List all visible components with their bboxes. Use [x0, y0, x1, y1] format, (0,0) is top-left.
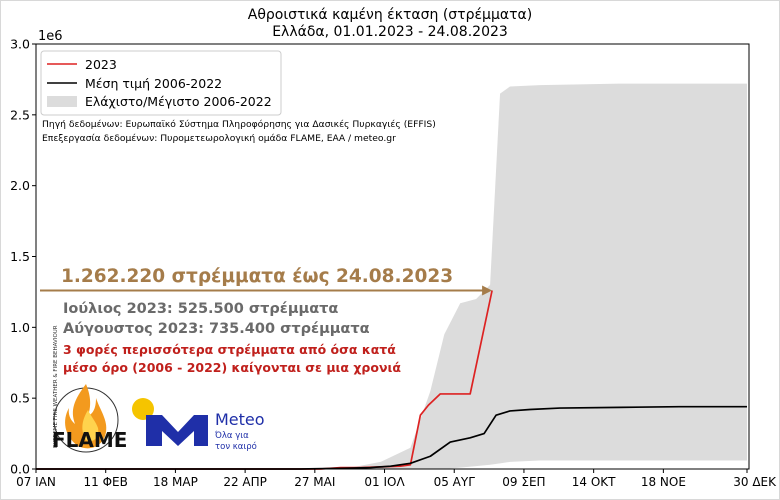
series-line-1: [36, 405, 748, 470]
annotation-july: Ιούλιος 2023: 525.500 στρέμματα: [63, 301, 338, 317]
meteo-logo-tagline-2: τον καιρό: [215, 441, 257, 452]
minmax-band: [36, 83, 748, 470]
y-tick-label: 3.0: [10, 37, 30, 52]
x-tick-label: 22 ΑΠΡ: [223, 475, 267, 489]
annotation-august: Αύγουστος 2023: 735.400 στρέμματα: [63, 321, 370, 337]
legend-label-band: Ελάχιστο/Μέγιστο 2006-2022: [85, 94, 272, 109]
y-tick-label: 1.0: [10, 320, 30, 335]
y-tick-label: 1.5: [10, 249, 30, 264]
annotation-note-2: μέσο όρο (2006 - 2022) καίγονται σε μια …: [63, 360, 401, 375]
meteo-logo-tagline-1: Όλα για: [214, 430, 249, 441]
x-tick-label: 01 ΙΟΛ: [364, 475, 405, 489]
annotation-arrowhead: [482, 285, 493, 296]
x-tick-label: 14 ΟΚΤ: [572, 475, 616, 489]
band-layer: [36, 83, 748, 470]
chart-subtitle: Ελλάδα, 01.01.2023 - 24.08.2023: [272, 24, 508, 40]
flame-logo-text: FLAME: [52, 428, 127, 452]
x-tick-label: 05 ΑΥΓ: [434, 475, 476, 489]
y-multiplier-label: 1e6: [38, 29, 63, 44]
legend-box: [40, 50, 282, 116]
legend-label-mean: Μέση τιμή 2006-2022: [85, 76, 222, 91]
meteo-logo: Meteo Όλα για τον καιρό: [132, 398, 265, 452]
legend-label-2023: 2023: [85, 57, 117, 72]
y-tick-label: 0.5: [10, 391, 30, 406]
annotation-note-1: 3 φορές περισσότερα στρέμματα από όσα κα…: [63, 342, 396, 357]
x-tick-label: 30 ΔΕΚ: [733, 475, 777, 489]
y-ticks: 0.0 0.5 1.0 1.5 2.0 2.5 3.0: [10, 37, 36, 477]
x-tick-label: 07 ΙΑΝ: [16, 475, 56, 489]
flame-logo-ring-text: EXTREME FIRE WEATHER & FIRE BEHAVIOUR: [53, 325, 59, 448]
flame-logo: EXTREME FIRE WEATHER & FIRE BEHAVIOUR FL…: [52, 325, 127, 453]
flame-logo-inner-fire-icon: [82, 410, 99, 442]
annotation-headline: 1.262.220 στρέμματα έως 24.08.2023: [61, 266, 453, 287]
chart-title: Αθροιστικά καμένη έκταση (στρέμματα): [247, 7, 533, 23]
x-tick-label: 09 ΣΕΠ: [502, 475, 545, 489]
x-tick-label: 18 ΝΟΕ: [641, 475, 686, 489]
series-layer: [36, 290, 748, 470]
meteo-sun-icon: [132, 398, 154, 420]
source-line-2: Επεξεργασία δεδομένων: Πυρομετεωρολογική…: [42, 133, 396, 144]
meteo-m-mark-icon: [146, 415, 208, 446]
meteo-logo-title: Meteo: [215, 410, 265, 429]
x-tick-label: 18 ΜΑΡ: [153, 475, 198, 489]
x-tick-label: 27 ΜΑΙ: [294, 475, 335, 489]
y-tick-label: 2.5: [10, 107, 30, 122]
y-tick-label: 2.0: [10, 178, 30, 193]
y-tick-label: 0.0: [10, 462, 30, 477]
x-ticks: 07 ΙΑΝ 11 ΦΕΒ 18 ΜΑΡ 22 ΑΠΡ 27 ΜΑΙ 01 ΙΟΛ 05 Α…: [16, 469, 777, 489]
x-tick-label: 11 ΦΕΒ: [84, 475, 128, 489]
legend: 2023 Μέση τιμή 2006-2022 Ελάχιστο/Μέγιστ…: [40, 50, 282, 116]
legend-swatch-band: [47, 96, 77, 107]
source-line-1: Πηγή δεδομένων: Ευρωπαϊκό Σύστημα Πληροφ…: [42, 119, 436, 130]
